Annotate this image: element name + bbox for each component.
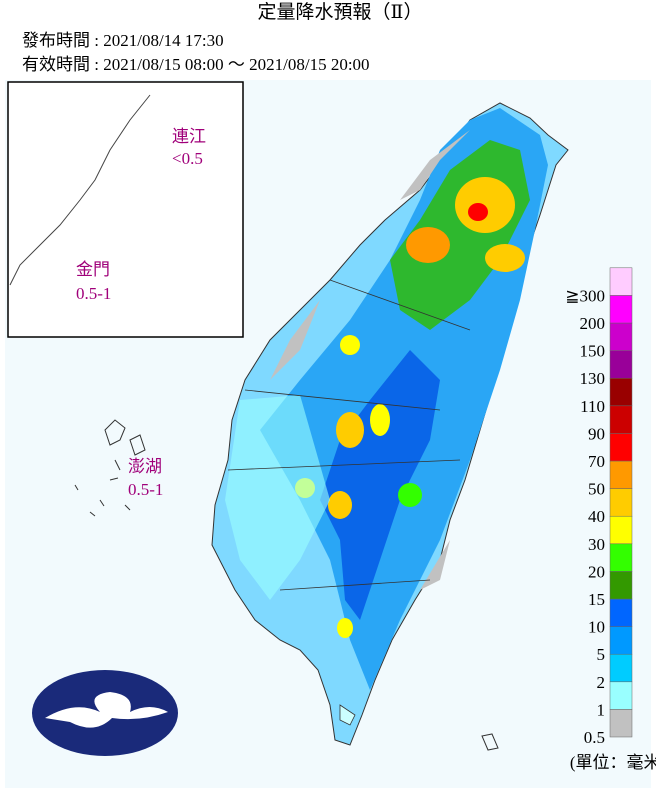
penghu-islands (74, 419, 146, 517)
inset-coastline (9, 94, 151, 286)
unit-label: (單位：毫米) (570, 753, 656, 772)
legend-swatch (609, 295, 633, 324)
legend-swatch (609, 377, 633, 407)
legend-label: 5 (597, 645, 606, 664)
legend-label: 200 (580, 314, 606, 333)
legend-swatch (609, 460, 633, 489)
inset-box (7, 81, 244, 338)
legend-swatch (609, 267, 633, 296)
legend-swatch (609, 653, 633, 683)
legend-swatch (609, 681, 633, 710)
legend-swatch (609, 322, 633, 351)
island-amount: 0.5-1 (128, 480, 163, 499)
legend-label: 30 (588, 535, 605, 554)
legend-swatch (609, 405, 633, 434)
island-name: 澎湖 (128, 457, 162, 476)
legend-label: 40 (588, 507, 605, 526)
valid-time: 有效時間 : 2021/08/15 08:00 ～ 2021/08/15 20:… (22, 55, 370, 74)
legend-label: 15 (588, 590, 605, 609)
legend-swatch (609, 626, 633, 655)
legend-swatch (609, 709, 633, 738)
island-amount: <0.5 (172, 149, 203, 168)
legend-label: ≧300 (565, 286, 605, 305)
island-amount: 0.5-1 (76, 284, 111, 303)
legend-label: 2 (597, 673, 606, 692)
issued-time: 發布時間 : 2021/08/14 17:30 (22, 31, 224, 50)
legend-swatch (609, 543, 633, 572)
legend-label: 10 (588, 618, 605, 637)
cwb-logo (32, 670, 178, 756)
legend-label: 50 (588, 480, 605, 499)
legend-swatch (609, 571, 633, 600)
legend-label: 90 (588, 424, 605, 443)
legend-swatch (609, 515, 633, 545)
legend-swatch (609, 598, 633, 627)
legend-label: 20 (588, 562, 605, 581)
legend-label: 150 (580, 342, 606, 361)
island-name: 金門 (76, 260, 110, 279)
island-name: 連江 (172, 127, 206, 146)
legend-label: 1 (597, 700, 606, 719)
legend-swatch (609, 350, 633, 379)
title: 定量降水預報（Ⅱ） (258, 1, 423, 23)
legend-label: 0.5 (584, 728, 605, 747)
legend-label: 130 (580, 369, 606, 388)
legend-swatch (609, 433, 633, 462)
legend: 0.5 1 2 5 10 15 20 30 40 50 70 90 110 130 150 200 ≧300 (565, 267, 633, 747)
taiwan-map (211, 102, 569, 751)
legend-swatch (609, 488, 633, 517)
legend-label: 110 (580, 397, 605, 416)
legend-label: 70 (588, 452, 605, 471)
